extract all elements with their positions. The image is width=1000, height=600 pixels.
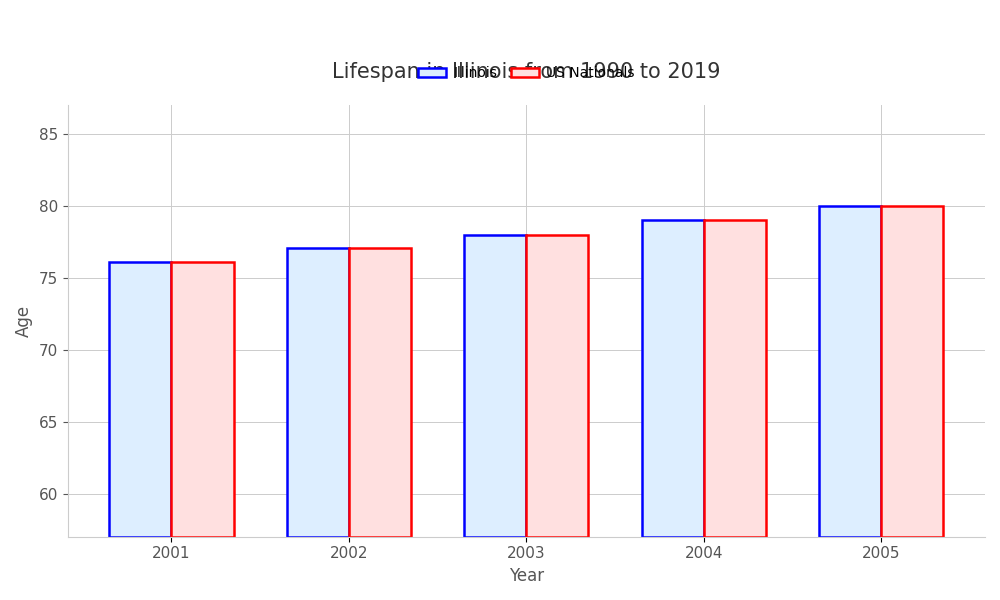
Bar	[704, 220, 766, 537]
X-axis label: Year: Year	[509, 567, 544, 585]
Bar	[881, 206, 943, 537]
Bar	[464, 235, 526, 537]
Bar	[287, 248, 349, 537]
Title: Lifespan in Illinois from 1990 to 2019: Lifespan in Illinois from 1990 to 2019	[332, 62, 721, 82]
Legend: Illinois, US Nationals: Illinois, US Nationals	[413, 61, 640, 86]
Bar	[642, 220, 704, 537]
Y-axis label: Age: Age	[15, 305, 33, 337]
Bar	[819, 206, 881, 537]
Bar	[526, 235, 588, 537]
Bar	[109, 262, 171, 537]
Bar	[349, 248, 411, 537]
Bar	[171, 262, 234, 537]
